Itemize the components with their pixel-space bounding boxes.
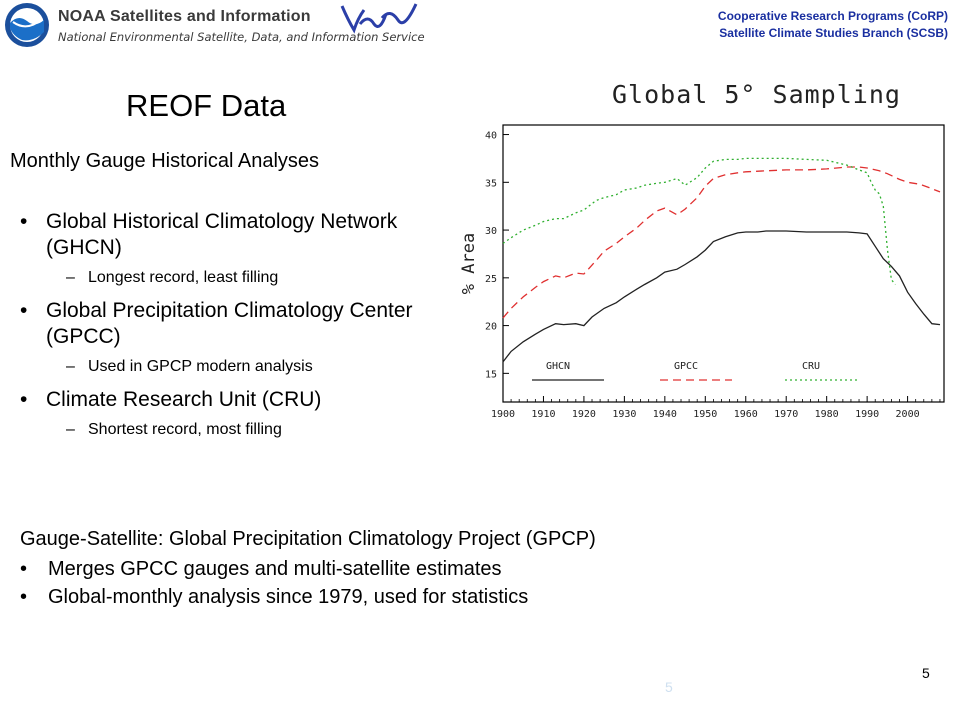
area-coverage-chart: 15 20 25 30 35 40 1900 1910 1920 1930 1940 1950 1960… <box>459 124 945 420</box>
page-number: 5 <box>922 665 930 681</box>
x-tick-label: 1970 <box>774 409 798 420</box>
bullet-item: • Global Precipitation Climatology Center… <box>10 298 440 350</box>
y-tick-label: 15 <box>485 369 497 380</box>
plot-frame <box>502 124 945 403</box>
nesdis-wave-logo <box>340 3 418 34</box>
x-tick-label: 1960 <box>734 409 758 420</box>
legend-label-ghcn: GHCN <box>546 361 570 372</box>
bullet-glyph: • <box>20 388 28 411</box>
bullet-text: Climate Research Unit (CRU) <box>46 388 322 411</box>
legend-label-gpcc: GPCC <box>674 361 698 372</box>
x-tick-label: 1900 <box>491 409 515 420</box>
x-tick-label: 2000 <box>896 409 920 420</box>
y-axis-label: % Area <box>459 233 479 294</box>
x-tick-label: 1930 <box>612 409 636 420</box>
bullet-glyph: • <box>20 586 28 608</box>
y-tick-label: 35 <box>485 178 497 189</box>
sub-bullet-text: Shortest record, most filling <box>88 421 282 438</box>
gpcp-bullet-text: Global-monthly analysis since 1979, used… <box>48 586 529 608</box>
program-name-corp: Cooperative Research Programs (CoRP) <box>717 9 948 23</box>
bullet-text: Global Historical Climatology Network (G… <box>46 210 398 259</box>
sub-bullet-item: – Longest record, least filling <box>10 267 440 289</box>
bullet-item: • Global Historical Climatology Network (… <box>10 209 440 261</box>
gpcp-bullet-text: Merges GPCC gauges and multi-satellite e… <box>48 558 502 580</box>
program-name-scsb: Satellite Climate Studies Branch (SCSB) <box>719 26 948 40</box>
org-name: NOAA Satellites and Information <box>58 8 311 25</box>
dash-glyph: – <box>66 269 75 286</box>
noaa-logo <box>5 3 49 47</box>
series-line-gpcc <box>502 166 941 319</box>
y-tick-label: 25 <box>485 274 497 285</box>
x-tick-label: 1910 <box>531 409 555 420</box>
bullet-item: • Climate Research Unit (CRU) <box>10 387 440 413</box>
chart-title: Global 5° Sampling <box>612 80 901 109</box>
bullet-glyph: • <box>20 558 28 580</box>
gpcp-section: Gauge-Satellite: Global Precipitation Cl… <box>20 528 920 611</box>
series-line-ghcn <box>502 230 941 363</box>
x-tick-label: 1920 <box>572 409 596 420</box>
sub-bullet-item: – Used in GPCP modern analysis <box>10 356 440 378</box>
dash-glyph: – <box>66 358 75 375</box>
gpcp-bullet: • Merges GPCC gauges and multi-satellite … <box>20 555 920 583</box>
slide-title: REOF Data <box>126 88 287 123</box>
series-line-cru <box>502 157 896 285</box>
bullet-text: Global Precipitation Climatology Center … <box>46 299 413 348</box>
dash-glyph: – <box>66 421 75 438</box>
x-tick-label: 1980 <box>815 409 839 420</box>
x-tick-label: 1950 <box>693 409 717 420</box>
bullet-list: Monthly Gauge Historical Analyses • Globa… <box>10 150 440 450</box>
y-tick-label: 30 <box>485 226 497 237</box>
sub-bullet-text: Used in GPCP modern analysis <box>88 358 313 375</box>
gpcp-heading: Gauge-Satellite: Global Precipitation Cl… <box>20 528 596 550</box>
subheading: Monthly Gauge Historical Analyses <box>10 150 320 172</box>
legend-label-cru: CRU <box>802 361 820 372</box>
x-tick-label: 1940 <box>653 409 677 420</box>
x-tick-label: 1990 <box>855 409 879 420</box>
sub-bullet-item: – Shortest record, most filling <box>10 419 440 441</box>
gpcp-bullet: • Global-monthly analysis since 1979, use… <box>20 583 920 611</box>
y-tick-label: 20 <box>485 322 497 333</box>
ghost-page-number: 5 <box>665 679 673 695</box>
bullet-glyph: • <box>20 210 28 233</box>
bullet-glyph: • <box>20 299 28 322</box>
org-subtitle: National Environmental Satellite, Data, … <box>58 30 425 44</box>
sub-bullet-text: Longest record, least filling <box>88 269 279 286</box>
y-tick-label: 40 <box>485 131 497 142</box>
